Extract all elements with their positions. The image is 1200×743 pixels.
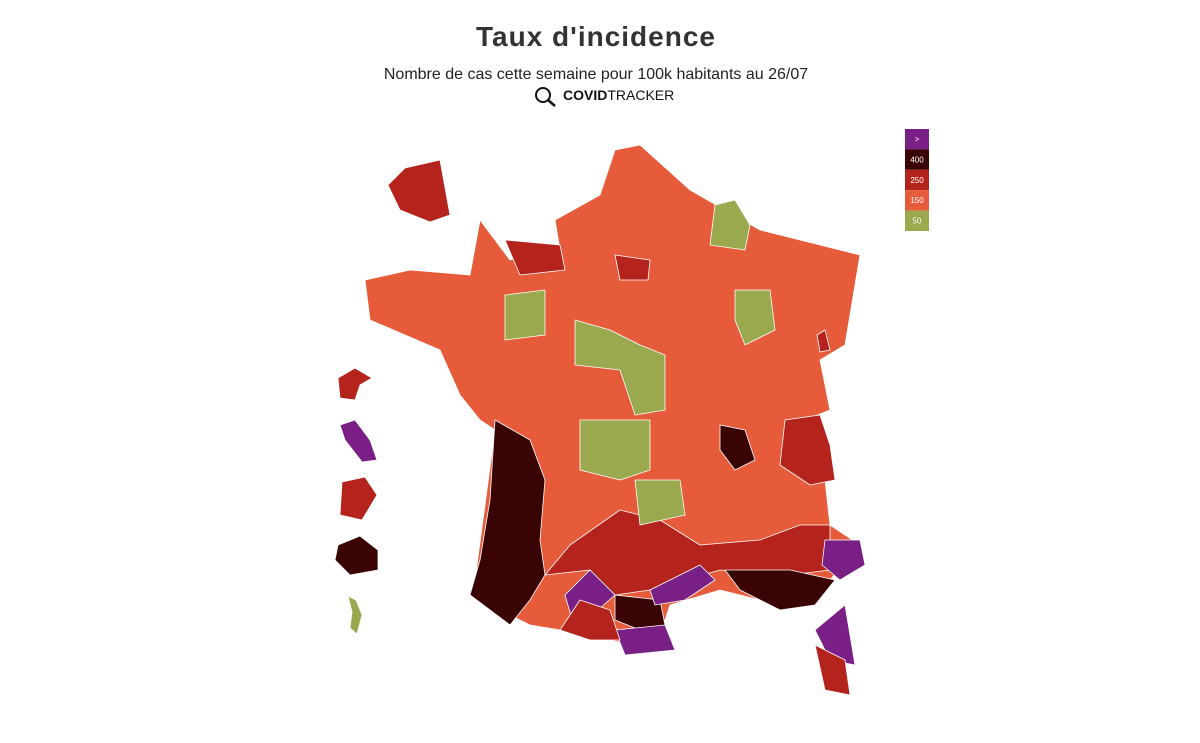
region xyxy=(339,419,378,463)
brand: COVIDTRACKER xyxy=(563,87,674,103)
region xyxy=(614,254,651,281)
region xyxy=(816,329,831,353)
region xyxy=(387,159,451,223)
legend-swatch xyxy=(905,190,929,211)
legend-swatch xyxy=(905,129,929,150)
region xyxy=(779,414,836,486)
legend-label: 150 xyxy=(910,196,924,205)
region xyxy=(504,289,546,341)
region xyxy=(559,599,621,641)
region xyxy=(814,644,851,696)
legend-label: 400 xyxy=(910,155,924,164)
brand-light: TRACKER xyxy=(607,87,674,103)
region xyxy=(579,419,651,481)
region xyxy=(649,564,716,606)
legend-swatch xyxy=(905,210,929,231)
region xyxy=(724,569,836,611)
region xyxy=(337,367,373,401)
region xyxy=(719,424,756,471)
legend: >400 250 150 50 xyxy=(905,129,929,231)
brand-logo: COVIDTRACKER xyxy=(535,87,674,107)
legend-swatch xyxy=(905,149,929,170)
region xyxy=(334,535,379,576)
region xyxy=(347,595,363,635)
region xyxy=(614,624,676,656)
legend-label: 50 xyxy=(913,217,922,226)
region xyxy=(709,199,751,251)
region xyxy=(469,419,546,626)
legend-swatch xyxy=(905,169,929,191)
region xyxy=(504,239,566,276)
region xyxy=(339,476,378,521)
region xyxy=(821,539,866,581)
region xyxy=(634,479,686,526)
legend-label: 250 xyxy=(910,176,924,185)
region xyxy=(734,289,776,346)
subtitle: Nombre de cas cette semaine pour 100k ha… xyxy=(384,66,808,83)
france-map xyxy=(334,144,866,696)
title: Taux d'incidence xyxy=(476,21,716,52)
region xyxy=(574,319,666,416)
legend-label: > xyxy=(915,135,920,144)
brand-bold: COVID xyxy=(563,87,607,103)
